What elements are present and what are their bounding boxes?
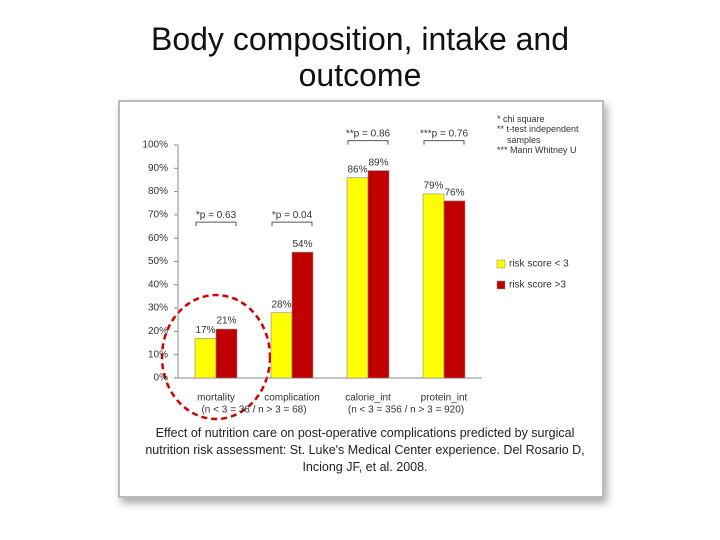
value-label: 28% xyxy=(271,299,291,310)
legend-label: risk score >3 xyxy=(509,280,566,291)
y-tick-label: 0% xyxy=(154,373,169,384)
value-label: 89% xyxy=(368,157,388,168)
bar xyxy=(291,251,314,379)
legend-swatch xyxy=(496,259,506,269)
y-tick-label: 90% xyxy=(148,163,168,174)
bar xyxy=(194,338,217,379)
x-tick-label: calorie_int xyxy=(345,393,391,404)
annotation: *p = 0.63 xyxy=(196,210,237,221)
note: *** Mann Whitney U xyxy=(497,145,577,156)
bar xyxy=(367,170,390,379)
legend-label: risk score < 3 xyxy=(509,259,569,270)
value-label: 21% xyxy=(216,316,236,327)
annotation: ***p = 0.76 xyxy=(420,128,469,139)
highlight-circle xyxy=(160,293,272,421)
note: ** t-test independent samples xyxy=(497,124,579,145)
y-tick-label: 20% xyxy=(148,326,168,337)
x-tick-label: protein_int xyxy=(421,393,468,404)
annotation: **p = 0.86 xyxy=(346,128,391,139)
x-group-label: (n < 3 = 36 / n > 3 = 68) xyxy=(201,405,306,416)
bar xyxy=(215,328,238,379)
y-tick-label: 10% xyxy=(148,349,168,360)
x-group-label: (n < 3 = 356 / n > 3 = 920) xyxy=(348,405,464,416)
x-tick-label: complication xyxy=(264,393,320,404)
notes: * chi square ** t-test independent sample… xyxy=(497,114,595,155)
y-tick-label: 40% xyxy=(148,279,168,290)
bar xyxy=(443,200,466,379)
y-tick-label: 50% xyxy=(148,256,168,267)
annotation-bracket xyxy=(271,221,313,227)
y-tick-label: 100% xyxy=(142,140,168,151)
annotation: *p = 0.04 xyxy=(272,210,313,221)
value-label: 86% xyxy=(347,164,367,175)
bar xyxy=(270,312,293,379)
y-tick-label: 30% xyxy=(148,303,168,314)
value-label: 79% xyxy=(423,181,443,192)
slide-title: Body composition, intake and outcome xyxy=(150,21,570,93)
annotation-bracket xyxy=(423,140,465,145)
bar xyxy=(422,193,445,379)
value-label: 54% xyxy=(292,239,312,250)
annotation-bracket xyxy=(195,221,237,227)
bar xyxy=(346,177,369,379)
x-tick-label: mortality xyxy=(197,393,235,404)
annotation-bracket xyxy=(347,140,389,145)
y-tick-label: 60% xyxy=(148,233,168,244)
value-label: 17% xyxy=(195,325,215,336)
y-tick-label: 80% xyxy=(148,186,168,197)
note: * chi square xyxy=(497,114,545,124)
value-label: 76% xyxy=(444,188,464,199)
caption: Effect of nutrition care on post-operati… xyxy=(145,426,585,474)
legend-swatch xyxy=(496,280,506,290)
y-tick-label: 70% xyxy=(148,210,168,221)
